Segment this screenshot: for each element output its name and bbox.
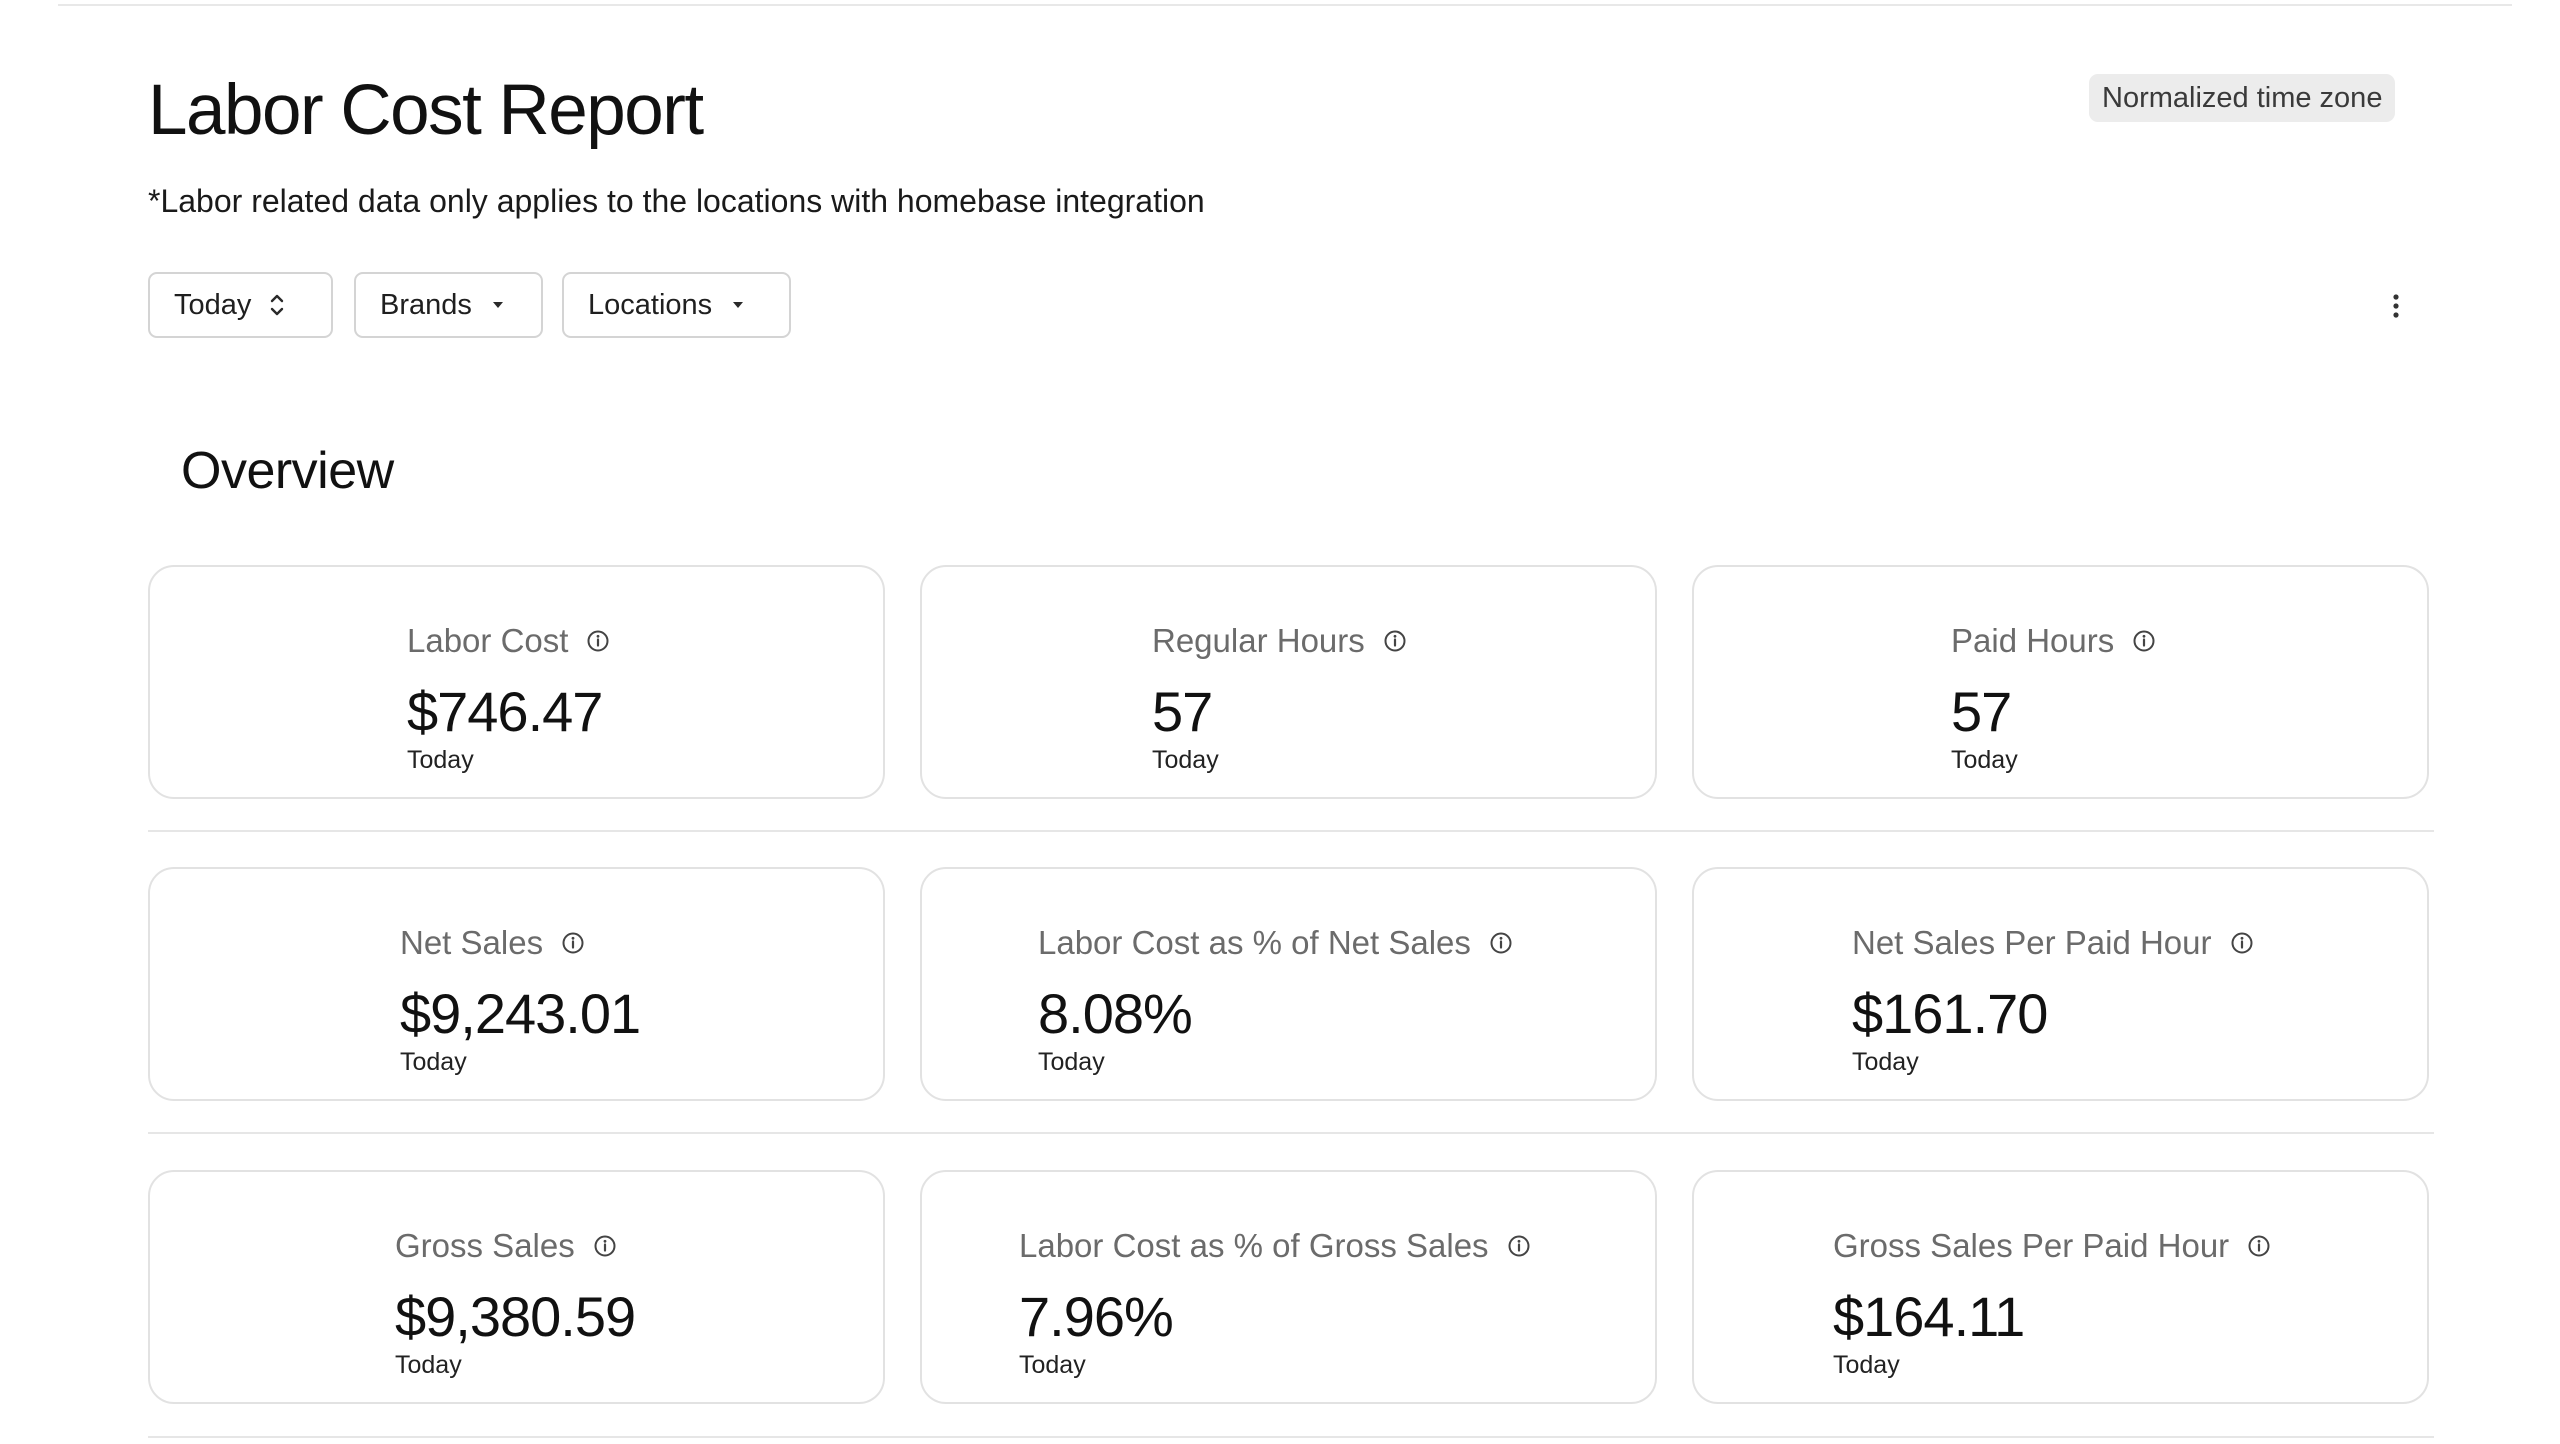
net-sales-per-paid-hour-card: Net Sales Per Paid Hour $161.70 Today <box>1692 867 2429 1101</box>
info-icon[interactable] <box>593 1234 617 1258</box>
card-period: Today <box>400 1048 467 1076</box>
page-title: Labor Cost Report <box>148 71 704 150</box>
card-value: $9,380.59 <box>395 1285 636 1348</box>
overview-title: Overview <box>181 442 394 500</box>
brands-dropdown-button[interactable]: Brands <box>354 272 543 338</box>
info-icon[interactable] <box>1489 931 1513 955</box>
info-icon[interactable] <box>586 629 610 653</box>
timezone-badge: Normalized time zone <box>2089 74 2396 122</box>
row-divider <box>148 1132 2434 1134</box>
info-icon[interactable] <box>2247 1234 2271 1258</box>
card-value: 57 <box>1951 680 2012 743</box>
card-label: Labor Cost <box>407 622 569 659</box>
regular-hours-card: Regular Hours 57 Today <box>920 565 1657 799</box>
period-select-label: Today <box>174 289 252 321</box>
card-value: $9,243.01 <box>400 982 641 1045</box>
info-icon[interactable] <box>2132 629 2156 653</box>
page-subtitle: *Labor related data only applies to the … <box>148 183 1205 219</box>
card-label: Paid Hours <box>1951 622 2115 659</box>
card-label: Net Sales Per Paid Hour <box>1852 924 2212 961</box>
card-value: $746.47 <box>407 680 603 743</box>
card-label: Regular Hours <box>1152 622 1365 659</box>
card-value: $161.70 <box>1852 982 2048 1045</box>
gross-sales-per-paid-hour-card: Gross Sales Per Paid Hour $164.11 Today <box>1692 1170 2429 1404</box>
labor-cost-pct-gross-sales-card: Labor Cost as % of Gross Sales 7.96% Tod… <box>920 1170 1657 1404</box>
card-label: Net Sales <box>400 924 544 961</box>
card-period: Today <box>395 1351 462 1379</box>
net-sales-card: Net Sales $9,243.01 Today <box>148 867 885 1101</box>
labor-cost-card: Labor Cost $746.47 Today <box>148 565 885 799</box>
card-period: Today <box>1833 1351 1900 1379</box>
card-period: Today <box>1152 746 1219 774</box>
row-divider <box>148 830 2434 832</box>
info-icon[interactable] <box>1383 629 1407 653</box>
info-icon[interactable] <box>561 931 585 955</box>
info-icon[interactable] <box>2230 931 2254 955</box>
labor-cost-pct-net-sales-card: Labor Cost as % of Net Sales 8.08% Today <box>920 867 1657 1101</box>
card-label: Labor Cost as % of Net Sales <box>1038 924 1471 961</box>
paid-hours-card: Paid Hours 57 Today <box>1692 565 2429 799</box>
card-period: Today <box>1852 1048 1919 1076</box>
card-value: 57 <box>1152 680 1213 743</box>
gross-sales-card: Gross Sales $9,380.59 Today <box>148 1170 885 1404</box>
brands-dropdown-label: Brands <box>380 289 472 321</box>
chevron-up-down-icon <box>269 291 285 319</box>
caret-down-icon <box>730 300 746 310</box>
card-period: Today <box>1038 1048 1105 1076</box>
card-period: Today <box>1019 1351 1086 1379</box>
card-label: Labor Cost as % of Gross Sales <box>1019 1227 1489 1264</box>
card-value: 7.96% <box>1019 1285 1174 1348</box>
card-label: Gross Sales <box>395 1227 575 1264</box>
locations-dropdown-label: Locations <box>588 289 713 321</box>
card-value: 8.08% <box>1038 982 1193 1045</box>
card-value: $164.11 <box>1833 1285 2025 1348</box>
card-label: Gross Sales Per Paid Hour <box>1833 1227 2230 1264</box>
card-period: Today <box>407 746 474 774</box>
info-icon[interactable] <box>1507 1234 1531 1258</box>
row-divider <box>148 1436 2434 1438</box>
more-vertical-icon[interactable] <box>2376 286 2416 326</box>
top-divider <box>58 4 2512 6</box>
locations-dropdown-button[interactable]: Locations <box>562 272 791 338</box>
card-period: Today <box>1951 746 2018 774</box>
period-select-button[interactable]: Today <box>148 272 333 338</box>
caret-down-icon <box>490 300 506 310</box>
